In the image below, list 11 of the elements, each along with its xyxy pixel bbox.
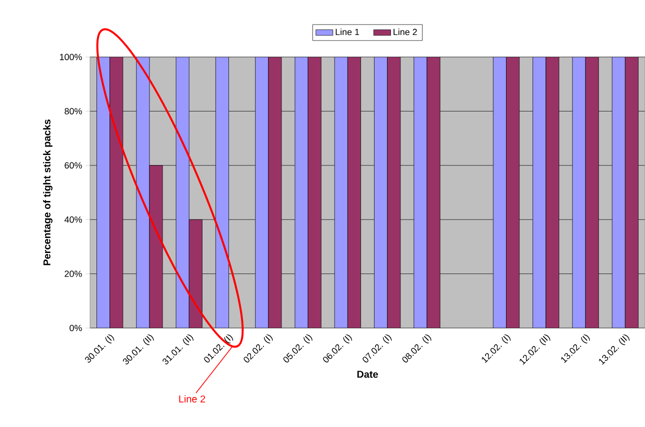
y-tick-label: 60% [64, 162, 82, 169]
y-tick-label: 100% [60, 54, 82, 60]
legend-label: Line 2 [394, 28, 417, 36]
y-tick-label: 0% [70, 324, 82, 332]
y-tick-label: 80% [64, 108, 82, 114]
y-axis-title: Percentage of tight stick packs [43, 120, 52, 266]
y-tick-label: 40% [64, 216, 82, 223]
y-tick-label: 20% [64, 270, 82, 277]
text: Line 2 [179, 395, 206, 403]
legend-label: Line 1 [336, 28, 360, 36]
x-axis-title: Date [357, 370, 378, 378]
